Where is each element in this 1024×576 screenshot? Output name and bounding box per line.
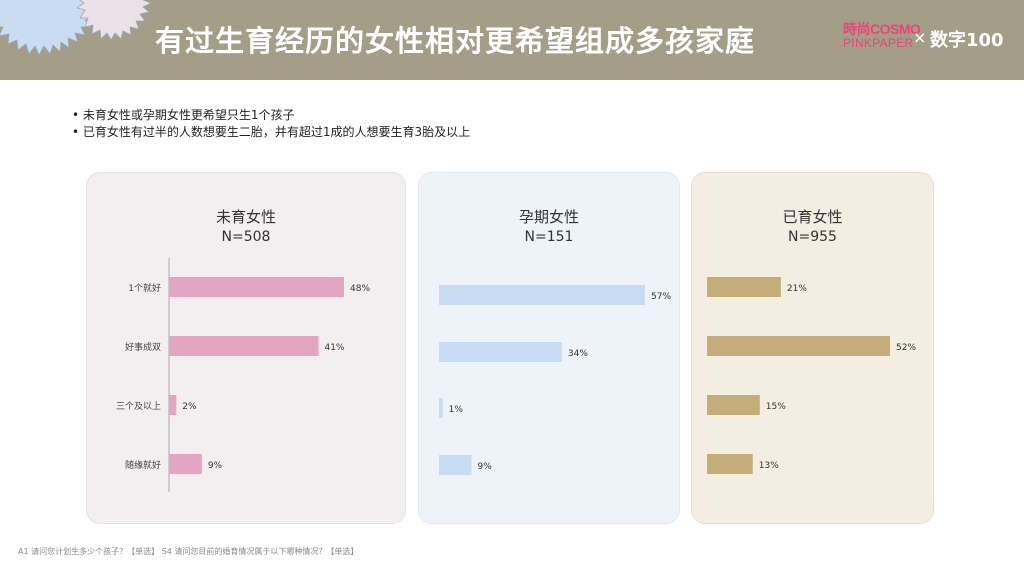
bullet-2: • 已育女性有过半的人数想要生二胎，并有超过1成的人想要生育3胎及以上 (72, 125, 471, 139)
logo-separator: × (913, 28, 927, 47)
chart-1: 57% 34% 1% 9% (439, 285, 671, 475)
bar-value-label: 48% (350, 284, 370, 294)
bar-value-label: 15% (766, 402, 786, 412)
footnote-questions: A1 请问您计划生多少个孩子？【单选】 S4 请问您目前的婚育情况属于以下哪种情… (18, 547, 359, 556)
bar (439, 398, 443, 418)
bar (439, 455, 472, 475)
summary-bullets: • 未育女性或孕期女性更希望只生1个孩子 • 已育女性有过半的人数想要生二胎，并… (72, 107, 470, 141)
chart-0: 48% 1个就好 41% 好事成双 2% 三个及以上 9% 随缘就好 (116, 258, 370, 492)
category-label: 1个就好 (128, 282, 161, 294)
bar (169, 336, 319, 356)
page-title: 有过生育经历的女性相对更希望组成多孩家庭 (155, 24, 756, 58)
bar-value-label: 9% (478, 462, 493, 472)
bar-value-label: 13% (759, 461, 779, 471)
panel-title: 未育女性 (215, 208, 276, 226)
bar (169, 395, 177, 415)
bar (707, 395, 760, 415)
category-label: 随缘就好 (125, 459, 161, 471)
bar-value-label: 52% (896, 343, 916, 353)
panel-title: 孕期女性 (518, 208, 579, 226)
cosmo-logo-top: 時尚COSMO (843, 21, 921, 37)
bar (707, 454, 753, 474)
header-band (0, 0, 1024, 80)
bar (707, 277, 781, 297)
bar-value-label: 9% (208, 461, 223, 471)
bar (439, 285, 645, 305)
bar-value-label: 57% (651, 292, 671, 302)
bullet-1: • 未育女性或孕期女性更希望只生1个孩子 (72, 108, 295, 122)
bar (169, 277, 344, 297)
bar-value-label: 34% (568, 349, 588, 359)
cosmo-logo: 時尚COSMO PINKPAPER (843, 21, 921, 50)
panel-sample-size: N=508 (221, 229, 271, 245)
bar-value-label: 2% (182, 402, 197, 412)
panel-sample-size: N=151 (524, 229, 574, 245)
shuzi100-logo: 数字100 (930, 30, 1004, 51)
decorative-starbursts (0, 0, 152, 56)
cosmo-logo-bottom: PINKPAPER (843, 36, 914, 50)
bar-value-label: 21% (787, 284, 807, 294)
category-label: 三个及以上 (116, 401, 161, 412)
panel-title: 已育女性 (782, 208, 843, 226)
blue-starburst (0, 0, 99, 56)
bar (707, 336, 890, 356)
pink-starburst (76, 0, 152, 41)
panel-sample-size: N=955 (788, 229, 837, 245)
chart-2: 21% 52% 15% 13% (707, 277, 916, 474)
bar (439, 342, 562, 362)
bar-value-label: 1% (449, 405, 464, 415)
bar (169, 454, 202, 474)
category-label: 好事成双 (125, 341, 161, 353)
bar-value-label: 41% (324, 343, 344, 353)
